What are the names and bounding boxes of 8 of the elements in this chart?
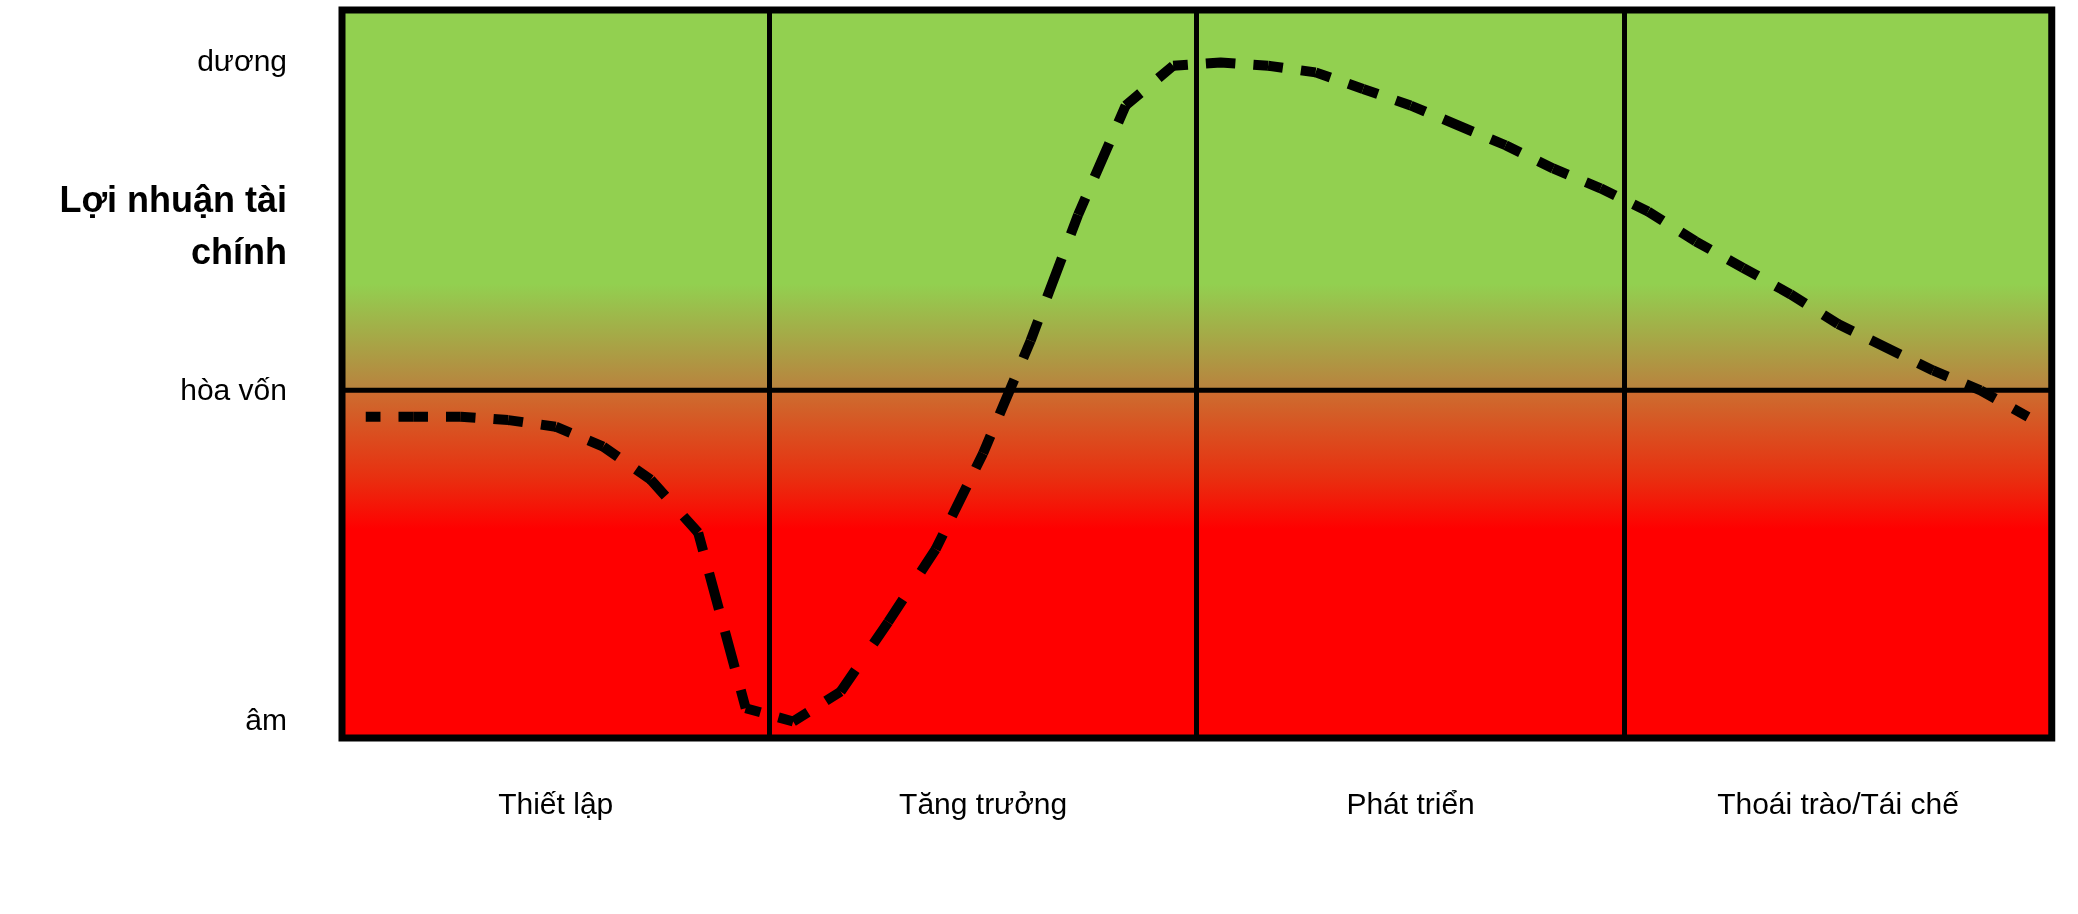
x-tick-label: Thoái trào/Tái chế — [1717, 787, 1960, 821]
text: âm — [245, 702, 287, 736]
text: hòa vốn — [180, 373, 287, 407]
x-tick-label: Phát triển — [1346, 787, 1475, 821]
text: dương — [197, 43, 287, 77]
y-axis-title: Lợi nhuận tài chính — [59, 179, 287, 273]
x-tick-label: Thiết lập — [498, 787, 614, 821]
x-tick-label: Tăng trưởng — [899, 787, 1068, 821]
